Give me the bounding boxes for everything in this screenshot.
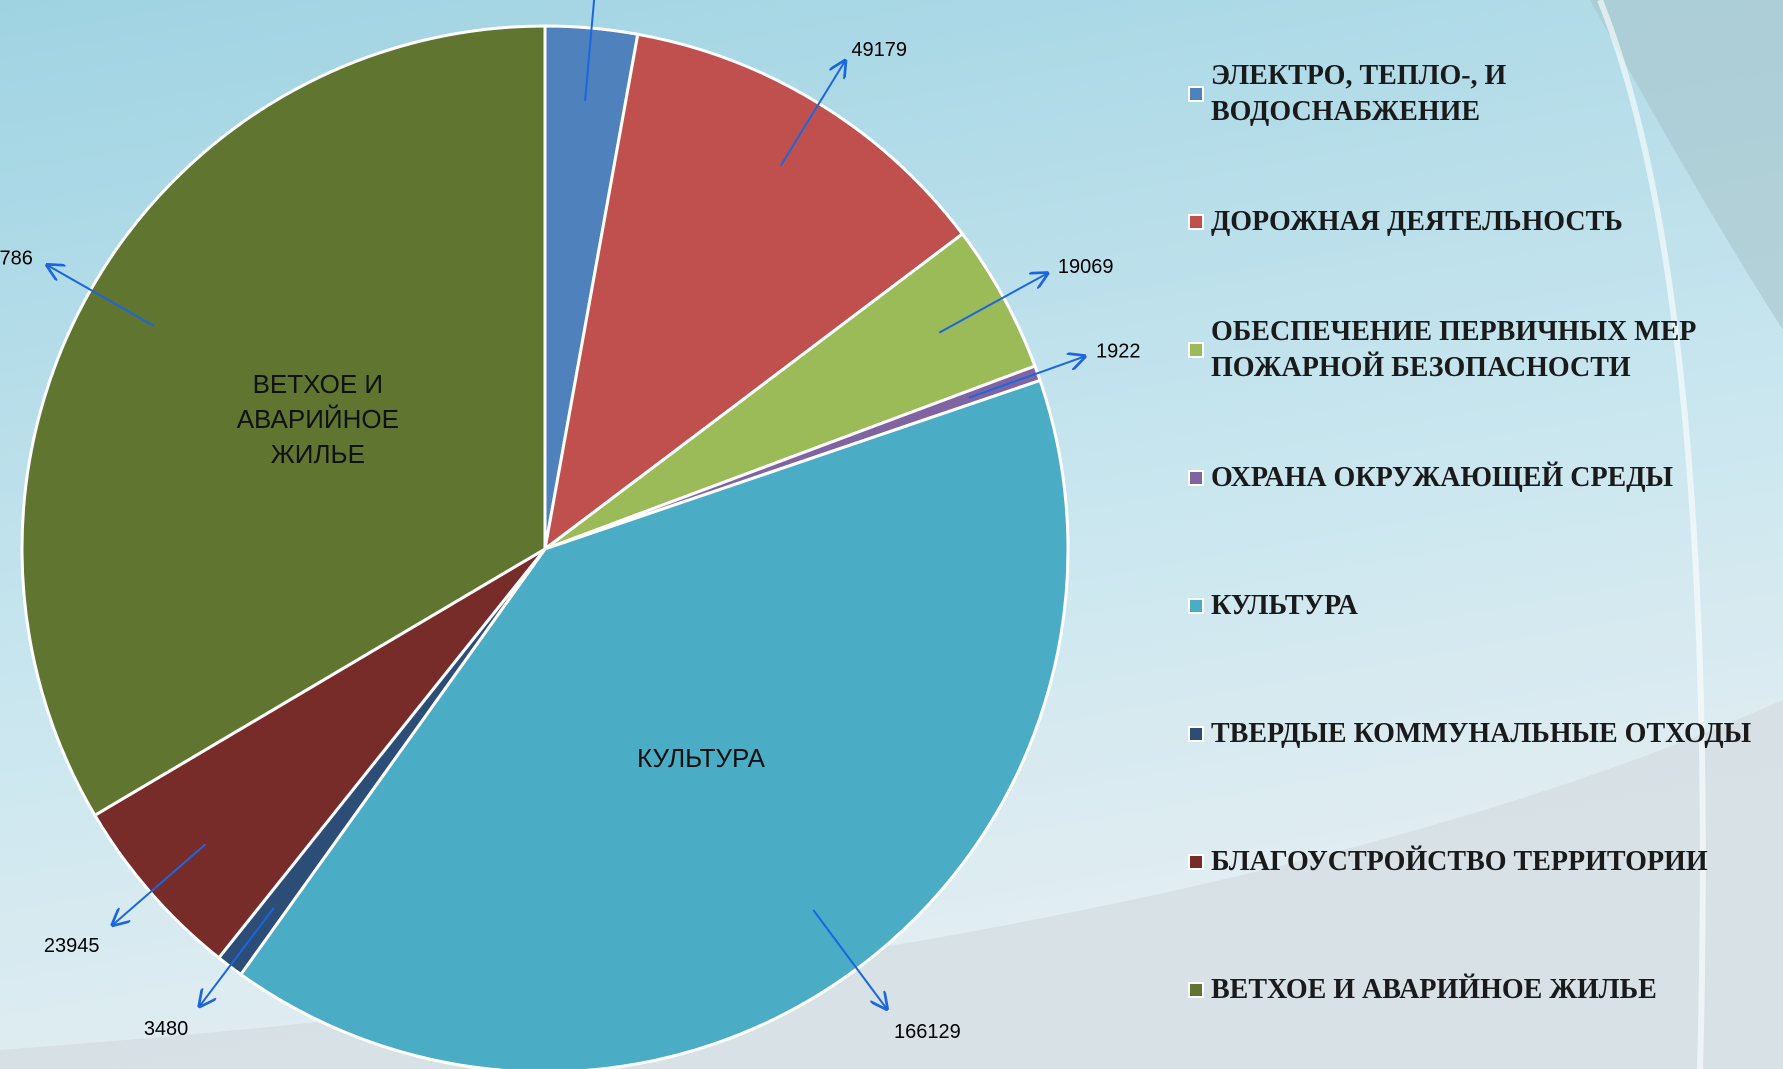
legend-label: ДОРОЖНАЯ ДЕЯТЕЛЬНОСТЬ [1211, 206, 1623, 237]
legend-item: ДОРОЖНАЯ ДЕЯТЕЛЬНОСТЬ [1188, 158, 1783, 286]
data-label: 166129 [894, 1021, 961, 1043]
legend-item: ВЕТХОЕ И АВАРИЙНОЕ ЖИЛЬЕ [1188, 926, 1783, 1054]
legend-swatch [1188, 854, 1204, 870]
data-label: 49179 [851, 39, 907, 61]
slice-label: ВЕТХОЕ И АВАРИЙНОЕ ЖИЛЬЕ [236, 368, 399, 469]
legend-label: ЭЛЕКТРО, ТЕПЛО-, И ВОДОСНАБЖЕНИЕ [1211, 60, 1507, 127]
legend-label: ВЕТХОЕ И АВАРИЙНОЕ ЖИЛЬЕ [1211, 974, 1657, 1005]
background-arc [0, 700, 1783, 1069]
slice-label: КУЛЬТУРА [637, 743, 765, 774]
slice-label-box: КУЛЬТУРА [637, 743, 765, 774]
legend-item: ТВЕРДЫЕ КОММУНАЛЬНЫЕ ОТХОДЫ [1188, 670, 1783, 798]
legend-item: БЛАГОУСТРОЙСТВО ТЕРРИТОРИИ [1188, 798, 1783, 926]
data-label: 3480 [144, 1018, 189, 1040]
legend-item: ОХРАНА ОКРУЖАЮЩЕЙ СРЕДЫ [1188, 414, 1783, 542]
data-label: 138786 [0, 247, 33, 269]
slice-label-box: ВЕТХОЕ И АВАРИЙНОЕ ЖИЛЬЕ [236, 368, 399, 469]
leader-arrow [968, 356, 1085, 399]
leader-arrow [200, 907, 275, 1006]
background-line [1597, 0, 1706, 1069]
legend-item: ОБЕСПЕЧЕНИЕ ПЕРВИЧНЫХ МЕР ПОЖАРНОЙ БЕЗОП… [1188, 286, 1783, 414]
data-label: 1922 [1096, 341, 1141, 363]
legend: ЭЛЕКТРО, ТЕПЛО-, И ВОДОСНАБЖЕНИЕ ДОРОЖНАЯ… [1188, 30, 1783, 1054]
legend-label: ТВЕРДЫЕ КОММУНАЛЬНЫЕ ОТХОДЫ [1211, 718, 1752, 749]
legend-swatch [1188, 726, 1204, 742]
legend-label: ОБЕСПЕЧЕНИЕ ПЕРВИЧНЫХ МЕР ПОЖАРНОЙ БЕЗОП… [1211, 316, 1697, 383]
legend-swatch [1188, 342, 1204, 358]
legend-label: КУЛЬТУРА [1211, 590, 1358, 621]
leader-arrow [113, 843, 207, 925]
legend-swatch [1188, 86, 1204, 102]
leader-arrow [938, 273, 1047, 334]
legend-item: ЭЛЕКТРО, ТЕПЛО-, И ВОДОСНАБЖЕНИЕ [1188, 30, 1783, 158]
leader-arrow [812, 909, 887, 1009]
leader-arrow [584, 0, 596, 102]
background-arc [1590, 0, 1783, 330]
legend-swatch [1188, 598, 1204, 614]
legend-label: БЛАГОУСТРОЙСТВО ТЕРРИТОРИИ [1211, 846, 1708, 877]
legend-swatch [1188, 470, 1204, 486]
data-label: 19069 [1058, 256, 1114, 278]
leader-arrow [779, 61, 846, 167]
legend-swatch [1188, 214, 1204, 230]
leader-arrow [47, 265, 155, 328]
legend-item: КУЛЬТУРА [1188, 542, 1783, 670]
legend-swatch [1188, 982, 1204, 998]
legend-label: ОХРАНА ОКРУЖАЮЩЕЙ СРЕДЫ [1211, 462, 1673, 493]
data-label: 23945 [44, 935, 100, 957]
